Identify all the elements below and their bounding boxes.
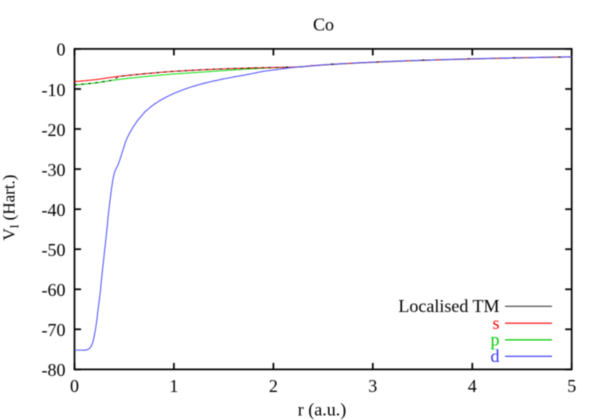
svg-text:Co: Co <box>313 15 334 35</box>
svg-text:-50: -50 <box>42 240 66 260</box>
svg-text:3: 3 <box>368 376 377 396</box>
svg-text:r (a.u.): r (a.u.) <box>298 400 346 420</box>
svg-text:-80: -80 <box>42 360 66 380</box>
svg-text:5: 5 <box>567 376 576 396</box>
svg-text:4: 4 <box>468 376 477 396</box>
svg-text:-20: -20 <box>42 120 66 140</box>
svg-text:2: 2 <box>269 376 278 396</box>
svg-text:Vl (Hart.): Vl (Hart.) <box>0 175 22 241</box>
svg-text:d: d <box>491 346 500 366</box>
svg-text:-60: -60 <box>42 280 66 300</box>
svg-text:Localised TM: Localised TM <box>398 296 499 316</box>
svg-text:0: 0 <box>57 40 66 60</box>
svg-text:-10: -10 <box>42 80 66 100</box>
svg-text:-40: -40 <box>42 200 66 220</box>
svg-text:-70: -70 <box>42 320 66 340</box>
svg-text:p: p <box>491 330 500 350</box>
svg-text:0: 0 <box>70 376 79 396</box>
svg-text:-30: -30 <box>42 160 66 180</box>
svg-text:1: 1 <box>169 376 178 396</box>
svg-text:s: s <box>492 313 499 333</box>
